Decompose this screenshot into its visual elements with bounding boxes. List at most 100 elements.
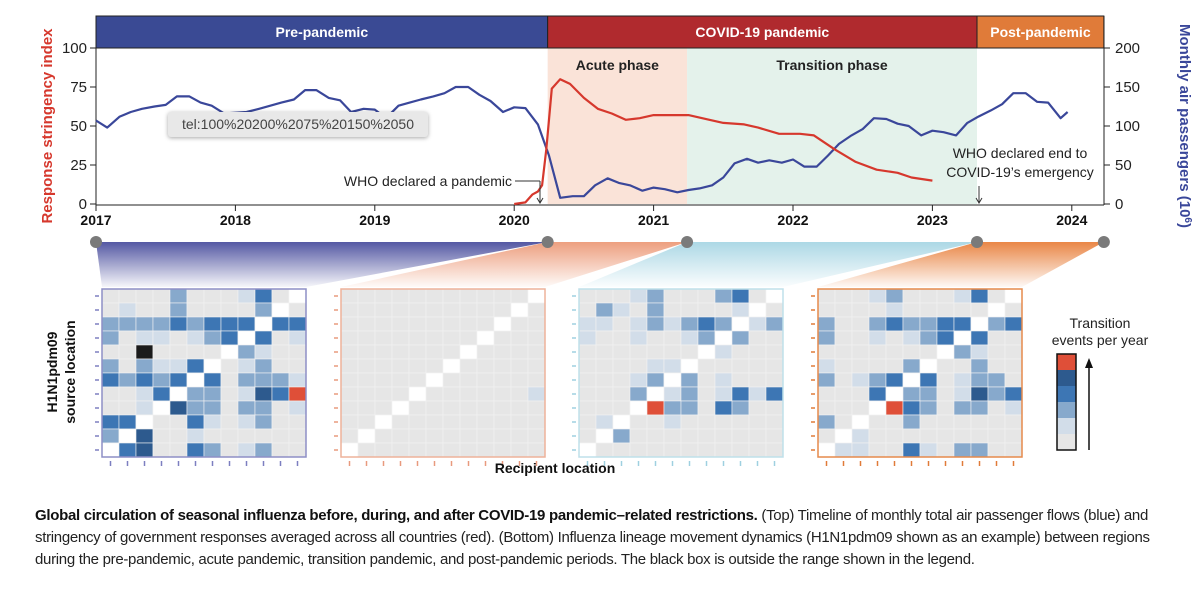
heatmap-cell (817, 358, 836, 374)
heatmap-cell (765, 358, 784, 374)
x-tick-label: 2017 (80, 212, 111, 228)
heatmap-cell (1004, 316, 1023, 332)
arrow-up-icon (1085, 358, 1093, 368)
heatmap-cell (510, 316, 529, 332)
heatmap-cell (288, 400, 307, 416)
heatmap-cell (408, 428, 427, 444)
heatmap-cell (714, 428, 733, 444)
heatmap-cell (663, 428, 682, 444)
heatmap-cell (374, 400, 393, 416)
left-tick-label: 100 (62, 40, 87, 57)
heatmap-cell (203, 414, 222, 430)
heatmap-cell (646, 400, 665, 416)
heatmap-cell (748, 386, 767, 402)
heatmap-cell (646, 386, 665, 402)
heatmap-cell (152, 330, 171, 346)
period-connector (96, 242, 548, 287)
heatmap-cell (731, 358, 750, 374)
heatmap-cell (442, 372, 461, 388)
x-tick-label: 2018 (220, 212, 251, 228)
heatmap-cell (595, 372, 614, 388)
heatmap-cell (425, 288, 444, 304)
heatmap-border (817, 288, 1023, 458)
period-marker (541, 236, 554, 248)
heatmap-cell (510, 386, 529, 402)
heatmap-cell (987, 302, 1006, 318)
heatmap-cell (765, 400, 784, 416)
heatmap-cell (101, 400, 120, 416)
heatmap-cell (902, 302, 921, 318)
heatmap-cell (408, 414, 427, 430)
heatmap-cell (731, 316, 750, 332)
heatmap-cell (987, 400, 1006, 416)
heatmap-cell (731, 442, 750, 458)
heatmap-cell (680, 302, 699, 318)
heatmap-cell (374, 288, 393, 304)
heatmap-cell (902, 316, 921, 332)
right-tick-label: 200 (1115, 40, 1140, 57)
heatmap-cell (697, 372, 716, 388)
heatmap-cell (186, 358, 205, 374)
heatmap-cell (101, 344, 120, 360)
heatmap-cell (663, 344, 682, 360)
heatmap-cell (885, 442, 904, 458)
heatmap-cell (595, 344, 614, 360)
heatmap-cell (493, 386, 512, 402)
heatmap-cell (868, 316, 887, 332)
heatmap-cell (714, 386, 733, 402)
heatmap-cell (834, 344, 853, 360)
heatmap-cell (987, 414, 1006, 430)
heatmap-cell (595, 330, 614, 346)
heatmap-cell (714, 372, 733, 388)
left-axis-label: Response stringency index (39, 28, 56, 224)
heatmap-cell (987, 442, 1006, 458)
heatmap-cell (851, 386, 870, 402)
heatmap-cell (271, 330, 290, 346)
heatmap-cell (578, 414, 597, 430)
heatmap-cell (765, 442, 784, 458)
heatmap-cell (391, 386, 410, 402)
heatmap-cell (851, 344, 870, 360)
period-label: Post-pandemic (990, 24, 1091, 40)
heatmap-cell (936, 372, 955, 388)
heatmap-cell (408, 442, 427, 458)
heatmap-cell (817, 372, 836, 388)
heatmap-cell (646, 316, 665, 332)
heatmap-cell (118, 372, 137, 388)
heatmap-cell (237, 344, 256, 360)
heatmap-cell (663, 414, 682, 430)
heatmap-cell (442, 358, 461, 374)
heatmap-cell (237, 358, 256, 374)
heatmap-cell (220, 400, 239, 416)
heatmap-cell (680, 330, 699, 346)
phase-shading: Acute phase Transition phase (547, 48, 978, 204)
heatmap-cell (101, 316, 120, 332)
heatmap-cell (186, 400, 205, 416)
heatmap-cell (697, 428, 716, 444)
heatmap-cell (987, 358, 1006, 374)
arrowhead-icon (975, 197, 983, 204)
heatmap-cell (101, 302, 120, 318)
caption-text: (Top) Timeline of monthly total air pass… (35, 507, 1150, 568)
heatmap-cell (288, 288, 307, 304)
heatmap-cell (169, 316, 188, 332)
heatmap-cell (885, 414, 904, 430)
heatmap-cell (953, 400, 972, 416)
heatmap-cell (476, 288, 495, 304)
heatmap-cell (408, 358, 427, 374)
heatmap-cell (203, 302, 222, 318)
heatmap-cell (919, 442, 938, 458)
heatmap-cell (527, 288, 546, 304)
axes: 0 25 50 75 100 0 50 100 150 200 2017 2018 2019 2020 20… (62, 16, 1140, 228)
heatmap-cell (612, 316, 631, 332)
heatmap-cell (186, 302, 205, 318)
heatmap-cell (680, 442, 699, 458)
right-axis-label-main: Monthly air passengers (10 (1176, 24, 1193, 217)
heatmap-cell (391, 344, 410, 360)
heatmap-cell (748, 442, 767, 458)
heatmap-cell (135, 400, 154, 416)
heatmap-cell (152, 414, 171, 430)
heatmap-cell (953, 344, 972, 360)
heatmap-cell (135, 442, 154, 458)
heatmap-cell (936, 386, 955, 402)
